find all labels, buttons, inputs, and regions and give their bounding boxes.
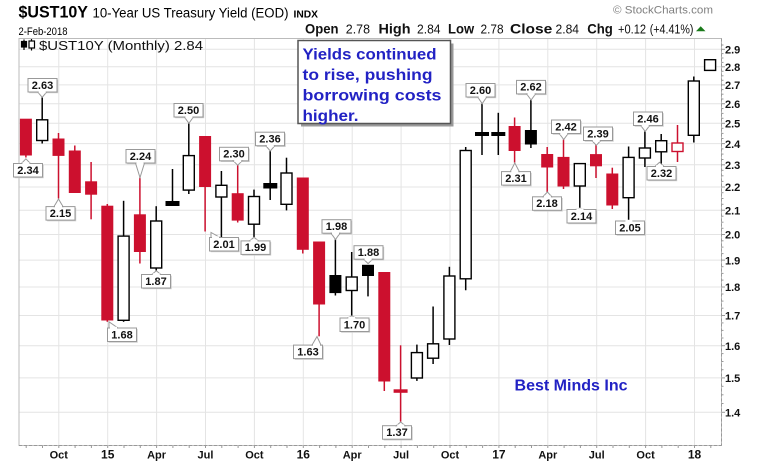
svg-text:16: 16 [297, 448, 311, 462]
svg-text:2.60: 2.60 [470, 85, 491, 97]
svg-text:2.46: 2.46 [637, 113, 658, 125]
svg-text:2.8: 2.8 [725, 62, 740, 74]
svg-text:Apr: Apr [147, 450, 167, 462]
svg-text:2.18: 2.18 [536, 198, 557, 210]
svg-text:Jul: Jul [393, 450, 409, 462]
svg-text:1.87: 1.87 [145, 276, 166, 288]
svg-text:1.6: 1.6 [725, 341, 740, 353]
svg-text:1.37: 1.37 [386, 427, 407, 439]
svg-text:1.68: 1.68 [111, 329, 132, 341]
svg-text:Best Minds Inc: Best Minds Inc [515, 378, 628, 395]
svg-text:borrowing costs: borrowing costs [303, 88, 442, 105]
svg-text:2.6: 2.6 [725, 99, 740, 111]
svg-text:2.84: 2.84 [556, 23, 580, 37]
svg-text:higher.: higher. [303, 108, 359, 125]
svg-text:2.78: 2.78 [346, 23, 370, 37]
svg-text:Apr: Apr [538, 450, 558, 462]
svg-text:17: 17 [492, 448, 506, 462]
svg-text:10-Year US Treasury Yield (EOD: 10-Year US Treasury Yield (EOD) [93, 6, 289, 21]
svg-text:2.4: 2.4 [725, 139, 741, 151]
svg-text:Chg: Chg [587, 22, 613, 37]
svg-text:to rise, pushing: to rise, pushing [303, 67, 433, 84]
svg-text:1.4: 1.4 [725, 408, 741, 420]
svg-text:2.01: 2.01 [213, 239, 234, 251]
svg-text:2.24: 2.24 [130, 151, 152, 163]
svg-text:2.36: 2.36 [259, 134, 280, 146]
svg-text:Close: Close [510, 22, 553, 37]
svg-text:2.7: 2.7 [725, 80, 740, 92]
svg-text:2.3: 2.3 [725, 160, 740, 172]
svg-text:2.05: 2.05 [619, 222, 640, 234]
svg-text:2-Feb-2018: 2-Feb-2018 [19, 26, 68, 38]
svg-text:2.78: 2.78 [481, 23, 504, 37]
svg-text:2.39: 2.39 [587, 128, 608, 140]
svg-text:2.42: 2.42 [555, 121, 576, 133]
svg-text:2.9: 2.9 [725, 45, 740, 57]
svg-text:2.84: 2.84 [417, 23, 441, 37]
svg-text:2.30: 2.30 [223, 149, 244, 161]
svg-text:+0.12: +0.12 [618, 23, 646, 37]
svg-text:2.14: 2.14 [571, 211, 593, 223]
svg-text:15: 15 [101, 448, 115, 462]
svg-text:Jul: Jul [589, 450, 605, 462]
svg-text:2.5: 2.5 [725, 119, 740, 131]
svg-text:Oct: Oct [50, 450, 69, 462]
svg-text:2.0: 2.0 [725, 230, 740, 242]
svg-text:18: 18 [688, 448, 702, 462]
svg-text:Jul: Jul [198, 450, 214, 462]
svg-text:2.50: 2.50 [178, 105, 199, 117]
svg-text:High: High [379, 22, 411, 37]
svg-text:1.99: 1.99 [245, 242, 266, 254]
svg-text:1.88: 1.88 [358, 247, 379, 259]
svg-text:1.7: 1.7 [725, 311, 740, 323]
svg-text:2.31: 2.31 [505, 173, 526, 185]
svg-text:INDX: INDX [294, 9, 319, 21]
svg-text:1.8: 1.8 [725, 282, 740, 294]
svg-text:Oct: Oct [441, 450, 460, 462]
svg-text:2.62: 2.62 [520, 82, 541, 94]
svg-text:2.63: 2.63 [32, 80, 53, 92]
svg-text:1.9: 1.9 [725, 255, 740, 267]
svg-text:Apr: Apr [343, 450, 363, 462]
svg-text:Oct: Oct [636, 450, 655, 462]
svg-text:2.15: 2.15 [50, 208, 71, 220]
svg-text:Oct: Oct [245, 450, 264, 462]
svg-text:(+4.41%): (+4.41%) [650, 23, 694, 37]
svg-text:1.63: 1.63 [297, 346, 318, 358]
svg-text:2.32: 2.32 [651, 168, 672, 180]
svg-text:1.70: 1.70 [344, 319, 365, 331]
svg-text:Low: Low [448, 22, 475, 37]
svg-text:2.2: 2.2 [725, 182, 740, 194]
svg-text:2.1: 2.1 [725, 205, 740, 217]
svg-text:$UST10Y: $UST10Y [19, 4, 89, 22]
svg-text:Yields continued: Yields continued [303, 47, 437, 64]
svg-text:1.5: 1.5 [725, 373, 740, 385]
svg-text:© StockCharts.com: © StockCharts.com [613, 5, 713, 17]
svg-text:2.34: 2.34 [17, 165, 39, 177]
svg-text:$UST10Y (Monthly) 2.84: $UST10Y (Monthly) 2.84 [39, 39, 203, 53]
svg-text:1.98: 1.98 [326, 221, 347, 233]
svg-text:Open: Open [305, 22, 339, 37]
